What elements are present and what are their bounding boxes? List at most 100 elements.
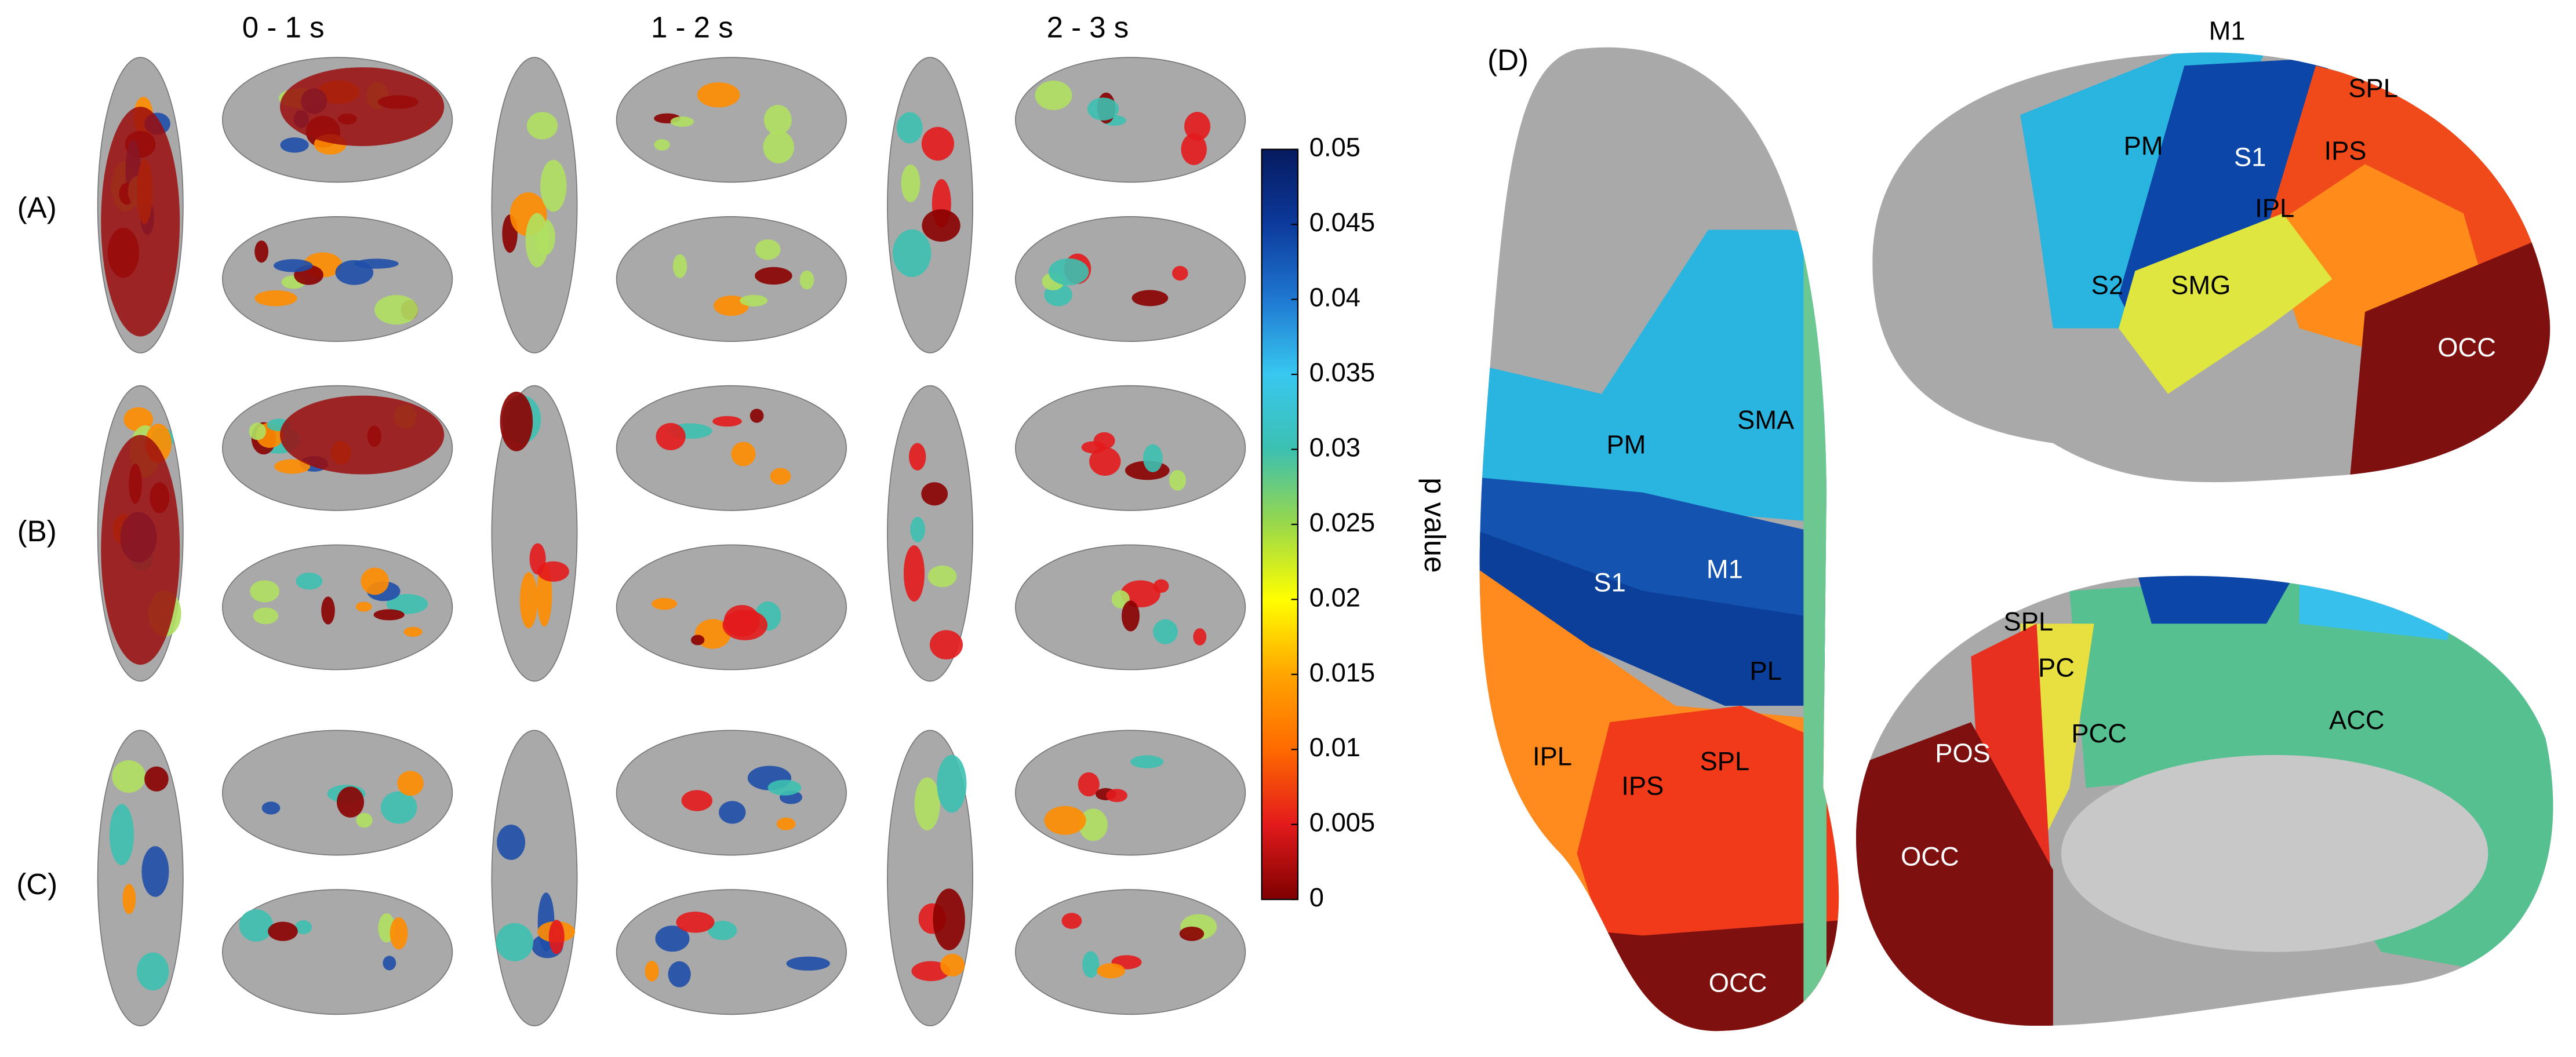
colorbar-tick-label: 0.05 bbox=[1309, 133, 1360, 162]
activation-blob bbox=[1130, 755, 1164, 768]
activation-blob bbox=[537, 561, 569, 582]
colorbar-tick-label: 0.015 bbox=[1309, 658, 1375, 687]
activation-blob bbox=[922, 209, 960, 242]
row-label: (C) bbox=[16, 868, 57, 901]
lateral-view bbox=[616, 57, 847, 183]
activation-blob bbox=[929, 630, 963, 659]
lateral-view bbox=[1014, 385, 1246, 511]
activation-blob bbox=[1097, 963, 1126, 979]
medial-view bbox=[616, 544, 847, 670]
region-label: SMG bbox=[2171, 271, 2231, 300]
activation-blob bbox=[373, 609, 405, 621]
region-label: SPL bbox=[2348, 74, 2398, 103]
activation-blob bbox=[712, 415, 742, 427]
activation-blob bbox=[921, 482, 948, 506]
activation-blob bbox=[767, 779, 802, 796]
lateral-labels: M1 SPL PM S1 IPS IPL S2 SMG OCC bbox=[2091, 16, 2496, 363]
brain-set bbox=[491, 57, 847, 353]
activation-blob bbox=[496, 923, 534, 961]
activation-blob bbox=[914, 777, 940, 830]
activation-blob bbox=[1035, 81, 1072, 110]
colorbar-tick-label: 0.02 bbox=[1309, 582, 1360, 612]
activation-blob bbox=[279, 67, 445, 147]
dorsal-labels: PM SMA S1 M1 PL IPL IPS SPL OCC bbox=[1533, 405, 1795, 997]
colorbar-tick-label: 0.04 bbox=[1309, 283, 1360, 312]
activation-blob bbox=[390, 917, 408, 950]
activation-blob bbox=[497, 824, 526, 860]
brain-set bbox=[491, 385, 847, 682]
activation-blob bbox=[654, 139, 670, 151]
activation-blob bbox=[749, 409, 764, 423]
activation-blob bbox=[672, 254, 687, 278]
activation-blob bbox=[1082, 951, 1100, 978]
activation-blob bbox=[697, 82, 740, 108]
activation-blob bbox=[1179, 926, 1205, 941]
region-label: OCC bbox=[2437, 333, 2496, 362]
dorsal-view bbox=[887, 385, 974, 682]
activation-blob bbox=[253, 607, 279, 625]
activation-blob bbox=[254, 290, 297, 307]
activation-blob bbox=[296, 573, 323, 590]
activation-blob bbox=[249, 422, 267, 440]
activation-blob bbox=[540, 159, 567, 212]
column-header: 1 - 2 s bbox=[651, 10, 733, 43]
activation-blob bbox=[755, 239, 781, 260]
activation-blob bbox=[122, 884, 136, 914]
activation-blob bbox=[1153, 579, 1169, 593]
brain-set bbox=[887, 57, 1246, 353]
region-label: S2 bbox=[2091, 271, 2123, 300]
activation-blob bbox=[383, 956, 396, 971]
activation-blob bbox=[1169, 470, 1187, 491]
activation-blob bbox=[770, 468, 791, 485]
activation-blob bbox=[354, 258, 399, 269]
activation-blob bbox=[719, 801, 746, 824]
activation-blob bbox=[645, 960, 659, 982]
colorbar-tick-label: 0 bbox=[1309, 883, 1324, 912]
brain-set bbox=[887, 385, 1246, 682]
colorbar-tick-label: 0.035 bbox=[1309, 358, 1375, 387]
activation-blob bbox=[921, 126, 955, 161]
activation-blob bbox=[397, 771, 424, 796]
activation-blob bbox=[927, 565, 957, 588]
activation-blob bbox=[1131, 290, 1169, 307]
colorbar-tick-label: 0.005 bbox=[1309, 808, 1375, 837]
activation-blob bbox=[1153, 619, 1178, 644]
activation-blob bbox=[1081, 441, 1106, 454]
lateral-view bbox=[1014, 730, 1246, 856]
activation-blob bbox=[763, 105, 792, 136]
activation-blob bbox=[141, 846, 169, 897]
region-label: M1 bbox=[1707, 555, 1743, 584]
activation-blob bbox=[279, 395, 445, 475]
activation-blob bbox=[681, 790, 713, 811]
panel-label: (D) bbox=[1487, 43, 1529, 76]
activation-blob bbox=[101, 107, 180, 337]
region-label: S1 bbox=[2234, 143, 2266, 172]
activation-blob bbox=[294, 920, 312, 935]
activation-blob bbox=[274, 459, 311, 474]
medial-view bbox=[221, 544, 453, 670]
activation-blob bbox=[1048, 258, 1089, 286]
medial-labels: SPL PC PCC ACC POS OCC bbox=[1901, 607, 2385, 871]
activation-blob bbox=[652, 597, 678, 610]
activation-blob bbox=[268, 921, 298, 941]
activation-blob bbox=[731, 442, 756, 466]
activation-blob bbox=[254, 240, 269, 263]
colorbar-tick-label: 0.03 bbox=[1309, 432, 1360, 462]
activation-blob bbox=[708, 920, 737, 941]
activation-blob bbox=[1121, 600, 1140, 632]
region-label: OCC bbox=[1709, 968, 1767, 997]
activation-blob bbox=[1193, 628, 1207, 646]
activation-blob bbox=[896, 112, 923, 144]
activation-blob bbox=[261, 801, 281, 815]
activation-blob bbox=[1106, 789, 1127, 803]
activation-blob bbox=[356, 812, 373, 828]
colorbar-tick-label: 0.01 bbox=[1309, 732, 1360, 762]
region-label: ACC bbox=[2329, 705, 2385, 735]
activation-blob bbox=[1079, 808, 1108, 841]
lateral-view bbox=[616, 730, 847, 856]
activation-blob bbox=[740, 294, 767, 307]
activation-blob bbox=[1044, 805, 1086, 835]
activation-blob bbox=[380, 791, 417, 824]
activation-blob bbox=[525, 213, 549, 268]
